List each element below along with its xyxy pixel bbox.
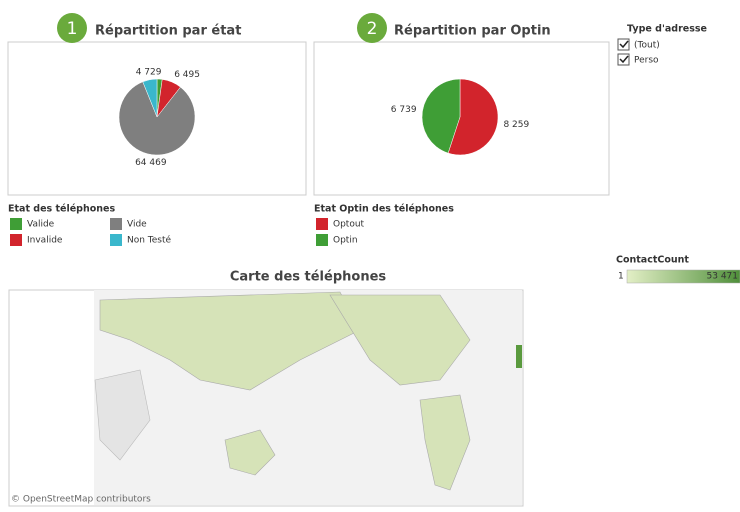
badge-circle bbox=[357, 13, 387, 43]
legend-swatch bbox=[10, 234, 22, 246]
color-ramp bbox=[626, 269, 740, 284]
map: © OpenStreetMap contributors bbox=[8, 289, 524, 507]
value-label: 64 469 bbox=[135, 158, 167, 168]
chart-title: Répartition par Optin bbox=[394, 24, 551, 39]
badge: 2 bbox=[367, 19, 378, 39]
legend-swatch bbox=[10, 218, 22, 230]
land bbox=[224, 429, 276, 476]
color-legend-title: ContactCount bbox=[616, 255, 689, 266]
legend-swatch bbox=[110, 234, 122, 246]
pie-slice bbox=[142, 78, 158, 118]
value-label: 6 495 bbox=[174, 70, 200, 80]
badge-circle bbox=[57, 13, 87, 43]
legend-title: Etat des téléphones bbox=[8, 204, 115, 215]
pie-slice bbox=[118, 81, 196, 156]
legend-label: Invalide bbox=[27, 236, 63, 246]
legend-label: Optout bbox=[333, 220, 365, 230]
legend-label: Valide bbox=[27, 220, 55, 230]
value-label: 4 729 bbox=[136, 67, 162, 77]
legend-label: Non Testé bbox=[127, 235, 172, 246]
checkbox[interactable] bbox=[617, 53, 630, 66]
land bbox=[516, 345, 522, 368]
legend-label: Optin bbox=[333, 236, 358, 246]
attribution: © OpenStreetMap contributors bbox=[11, 495, 151, 505]
land bbox=[94, 369, 151, 461]
checkbox[interactable] bbox=[617, 38, 630, 51]
legend-title: Etat Optin des téléphones bbox=[314, 204, 454, 215]
value-label: 6 739 bbox=[391, 105, 417, 115]
chart-title: Répartition par état bbox=[95, 24, 241, 39]
land bbox=[329, 294, 471, 386]
legend-swatch bbox=[316, 218, 328, 230]
ramp-min: 1 bbox=[618, 272, 624, 282]
legend-swatch bbox=[110, 218, 122, 230]
ramp-max: 53 471 bbox=[707, 272, 739, 282]
check bbox=[619, 55, 629, 64]
check bbox=[619, 40, 629, 49]
legend-label: Vide bbox=[127, 220, 147, 230]
pie-slice bbox=[447, 78, 499, 156]
filter-title: Type d'adresse bbox=[627, 24, 707, 35]
option-label: Perso bbox=[634, 56, 659, 66]
filter-option[interactable]: Perso bbox=[617, 53, 659, 66]
filter-option[interactable]: (Tout) bbox=[617, 38, 660, 51]
badge: 1 bbox=[67, 19, 78, 39]
legend-swatch bbox=[316, 234, 328, 246]
land bbox=[419, 394, 471, 491]
value-label: 8 259 bbox=[503, 120, 529, 130]
map-title: Carte des téléphones bbox=[230, 270, 387, 285]
pie-slice bbox=[421, 78, 461, 154]
option-label: (Tout) bbox=[634, 41, 660, 51]
